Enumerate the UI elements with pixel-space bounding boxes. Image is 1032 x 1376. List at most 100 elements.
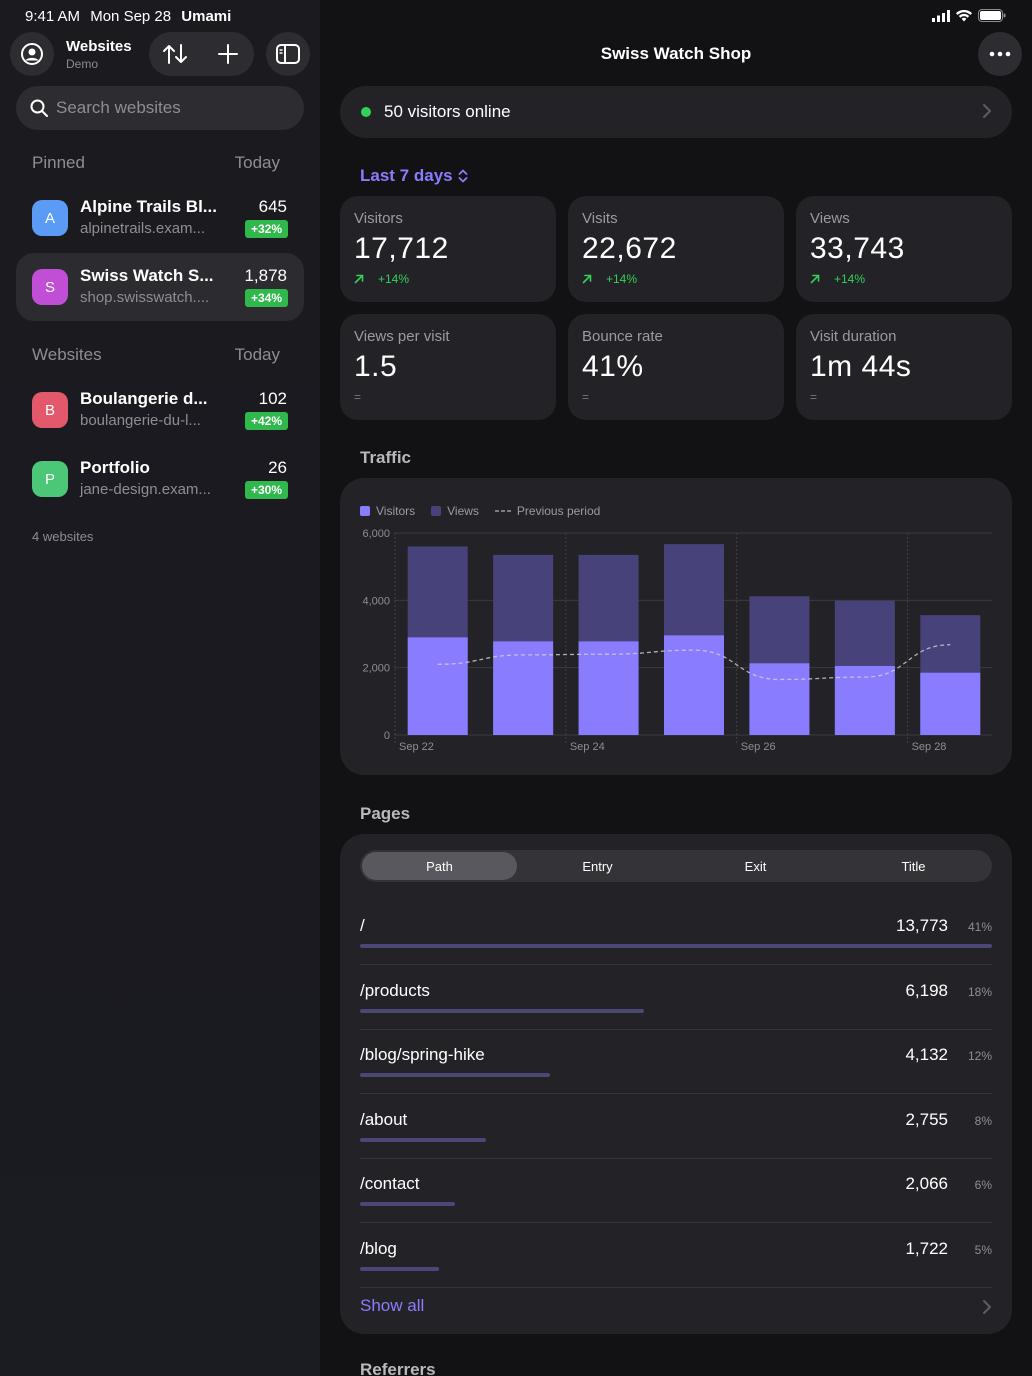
website-name: Swiss Watch S...: [80, 266, 214, 285]
stat-value: 17,712: [354, 232, 449, 265]
legend-item-views[interactable]: Views: [431, 504, 479, 518]
arrow-up-right-icon: [354, 274, 364, 284]
page-row[interactable]: /blog/spring-hike 4,132 12%: [360, 1033, 992, 1097]
stat-card-bounce-rate[interactable]: Bounce rate 41% =: [568, 314, 784, 420]
page-row[interactable]: /contact 2,066 6%: [360, 1162, 992, 1226]
bar-visitors: [493, 641, 554, 735]
stat-change-text: +14%: [606, 272, 638, 286]
stat-label: Bounce rate: [582, 328, 663, 345]
stat-card-visitors[interactable]: Visitors 17,712 +14%: [340, 196, 556, 302]
row-divider: [360, 1157, 992, 1159]
legend-swatch: [431, 506, 442, 516]
change-badge: +42%: [244, 412, 288, 430]
search-input[interactable]: [56, 98, 286, 118]
referrers-section-title: Referrers: [360, 1360, 436, 1376]
website-row-alpine-trails[interactable]: A Alpine Trails Bl... alpinetrails.exam.…: [16, 184, 304, 252]
page-share-bar: [360, 1202, 455, 1206]
stat-change: =: [810, 390, 817, 404]
tab-path[interactable]: Path: [362, 852, 517, 880]
website-domain: shop.swisswatch....: [80, 289, 210, 306]
legend-label: Visitors: [376, 504, 416, 518]
bar-visitors: [664, 635, 724, 735]
tab-exit[interactable]: Exit: [744, 858, 767, 874]
page-count: 1,722: [905, 1238, 948, 1258]
account-button[interactable]: [10, 32, 54, 76]
status-left: 9:41 AM Mon Sep 28 Umami: [25, 8, 237, 25]
page-row[interactable]: / 13,773 41%: [360, 904, 992, 968]
wifi-icon: [956, 9, 972, 21]
page-percent: 6%: [974, 1178, 992, 1192]
websites-label: Websites: [32, 345, 102, 364]
website-row-swiss-watch[interactable]: S Swiss Watch S... shop.swisswatch.... 1…: [16, 253, 304, 321]
avatar: B: [32, 392, 68, 428]
battery-icon: [978, 9, 1006, 22]
stat-value: 33,743: [810, 232, 905, 265]
website-row-portfolio[interactable]: P Portfolio jane-design.exam... 26 +30%: [16, 445, 304, 513]
legend-item-previous[interactable]: Previous period: [494, 504, 601, 518]
legend-label: Views: [447, 504, 479, 518]
stat-card-visit-duration[interactable]: Visit duration 1m 44s =: [796, 314, 1012, 420]
page-row[interactable]: /about 2,755 8%: [360, 1098, 992, 1162]
page-share-bar: [360, 1266, 439, 1271]
x-tick-label: Sep 28: [912, 741, 947, 753]
website-name: Alpine Trails Bl...: [80, 197, 217, 216]
tab-title[interactable]: Title: [901, 858, 926, 874]
website-count-footer: 4 websites: [32, 529, 94, 544]
avatar: S: [32, 269, 68, 305]
show-all-link[interactable]: Show all: [360, 1296, 425, 1315]
page-count: 6,198: [905, 980, 948, 1000]
date-range-picker[interactable]: Last 7 days: [360, 166, 468, 186]
chevron-up-down-icon: [458, 169, 468, 183]
sort-button[interactable]: [149, 32, 201, 76]
sidebar-actions: [149, 32, 254, 76]
stat-change: =: [582, 390, 589, 404]
stat-label: Views: [810, 210, 850, 227]
legend-label: Previous period: [516, 504, 601, 518]
website-row-boulangerie[interactable]: B Boulangerie d... boulangerie-du-l... 1…: [16, 376, 304, 444]
stat-card-views[interactable]: Views 33,743 +14%: [796, 196, 1012, 302]
arrow-up-right-icon: [810, 274, 820, 284]
row-divider: [360, 1028, 992, 1030]
add-website-button[interactable]: [202, 32, 254, 76]
toggle-sidebar-button[interactable]: [266, 32, 310, 76]
visitors-online-text: 50 visitors online: [384, 102, 511, 121]
bar-visitors: [834, 665, 895, 735]
legend-item-visitors[interactable]: Visitors: [360, 504, 415, 518]
avatar: A: [32, 200, 68, 236]
sidebar: Websites Demo Pinned Today A Alpine Trai…: [0, 0, 320, 1376]
page-path: /products: [360, 980, 430, 1000]
page-share-bar: [360, 1137, 487, 1142]
stat-card-views-per-visit[interactable]: Views per visit 1.5 =: [340, 314, 556, 420]
page-count: 4,132: [905, 1045, 948, 1064]
main-content: Swiss Watch Shop 50 visitors online Last…: [320, 0, 1032, 1376]
website-name: Portfolio: [80, 458, 150, 477]
bar-visitors: [920, 672, 981, 735]
search-bar[interactable]: [16, 86, 304, 130]
pinned-header: Pinned Today: [32, 153, 280, 173]
row-divider: [360, 964, 992, 965]
chart-legend: Visitors Views Previous period: [360, 504, 600, 518]
traffic-section-title: Traffic: [360, 448, 412, 467]
website-domain: alpinetrails.exam...: [80, 220, 206, 237]
page-row[interactable]: /products 6,198 18%: [360, 969, 992, 1033]
website-domain: jane-design.exam...: [80, 481, 211, 498]
plus-icon: [218, 44, 238, 64]
date-range-label: Last 7 days: [360, 166, 453, 185]
page-percent: 5%: [974, 1242, 992, 1257]
pinned-label: Pinned: [32, 153, 85, 172]
website-count: 26: [268, 458, 287, 477]
tab-entry[interactable]: Entry: [582, 858, 613, 874]
page-row[interactable]: /blog 1,722 5%: [360, 1227, 992, 1291]
stat-card-visits[interactable]: Visits 22,672 +14%: [568, 196, 784, 302]
chevron-right-icon: [983, 1300, 991, 1314]
stat-label: Visits: [582, 210, 618, 227]
page-share-bar: [360, 944, 992, 948]
visitors-online-bar[interactable]: 50 visitors online: [340, 86, 1012, 138]
bar-visitors: [407, 637, 468, 735]
page-percent: 18%: [967, 984, 992, 999]
change-badge: +32%: [244, 220, 288, 238]
more-options-button[interactable]: [978, 32, 1022, 76]
avatar: P: [32, 461, 68, 497]
page-path: /about: [360, 1109, 408, 1129]
page-percent: 12%: [967, 1049, 992, 1063]
